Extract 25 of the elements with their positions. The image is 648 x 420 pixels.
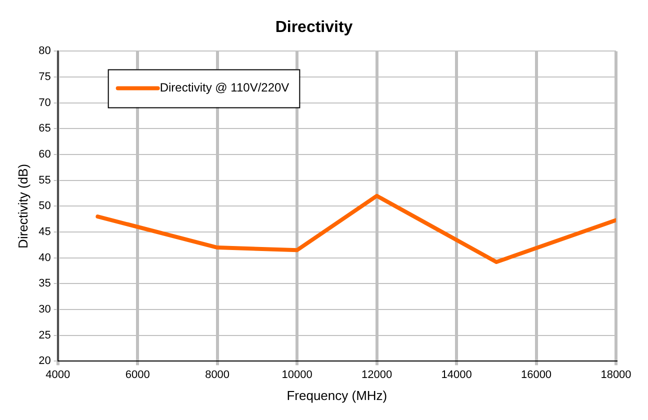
x-tick-label: 14000	[441, 368, 472, 381]
y-axis-title: Directivity (dB)	[15, 164, 30, 248]
x-tick-label: 10000	[282, 368, 312, 381]
x-tick-label: 18000	[600, 368, 632, 381]
x-tick-label: 8000	[205, 368, 230, 381]
y-tick-label: 75	[38, 71, 51, 84]
x-tick-label: 4000	[46, 368, 70, 381]
y-tick-label: 65	[38, 122, 51, 135]
y-tick-label: 35	[38, 278, 51, 290]
chart-title: Directivity	[275, 19, 353, 36]
x-tick-label: 6000	[125, 368, 150, 381]
y-tick-label: 55	[38, 174, 51, 186]
y-tick-label: 30	[38, 304, 51, 316]
x-tick-label: 16000	[520, 368, 552, 381]
y-tick-label: 45	[38, 226, 51, 238]
y-tick-label: 50	[38, 200, 51, 212]
y-tick-label: 60	[38, 148, 51, 161]
y-tick-label: 70	[38, 96, 51, 109]
y-tick-label: 20	[38, 355, 51, 368]
y-tick-label: 40	[38, 252, 51, 264]
y-tick-label: 25	[38, 329, 51, 342]
x-axis-title: Frequency (MHz)	[286, 388, 388, 403]
x-tick-label: 12000	[361, 368, 392, 381]
legend-label: Directivity @ 110V/220V	[160, 80, 290, 95]
y-tick-label: 80	[38, 45, 51, 58]
